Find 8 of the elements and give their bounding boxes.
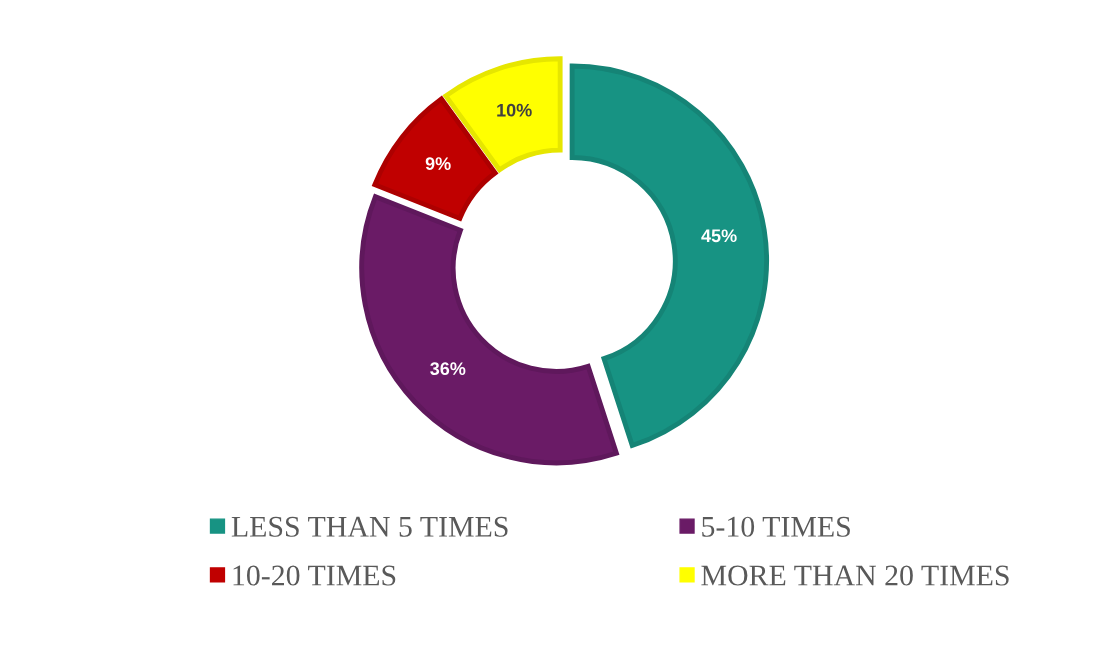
data-label: 10% — [497, 103, 532, 117]
data-label: 45% — [701, 229, 737, 243]
data-label: 36% — [430, 362, 466, 376]
legend-label: 10-20 TIMES — [233, 565, 396, 586]
legend-label: 5-10 TIMES — [702, 516, 850, 537]
data-label: 9% — [425, 157, 451, 170]
legend-label: MORE THAN 20 TIMES — [701, 565, 1009, 586]
legend-label: LESS THAN 5 TIMES — [231, 516, 508, 537]
